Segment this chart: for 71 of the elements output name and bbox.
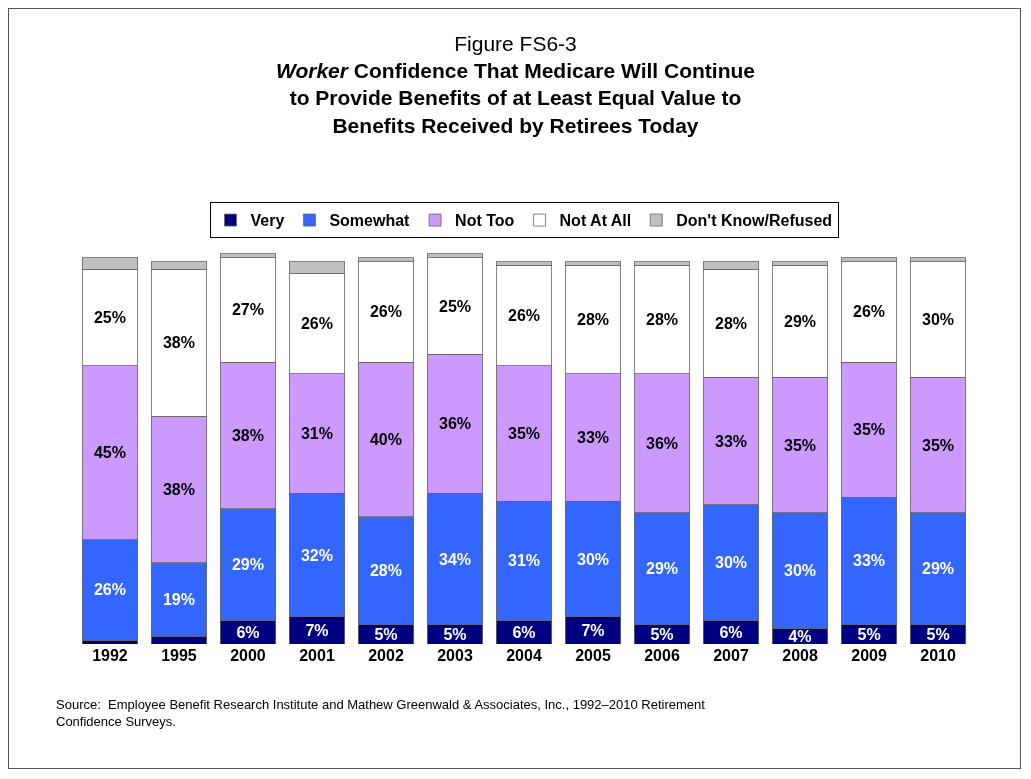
data-label: 26%: [507, 307, 541, 325]
legend-label: Somewhat: [329, 212, 411, 230]
source-note: Source: Employee Benefit Research Institute and Mathew Greenwald & Associates, Inc., 1992–2010 Retirement Confidence Surveys.: [56, 697, 706, 729]
data-label: 19%: [162, 591, 195, 609]
data-label: 45%: [93, 444, 126, 462]
x-tick-label: 2004: [506, 647, 542, 664]
data-label: 5%: [443, 625, 467, 643]
data-label: 27%: [231, 301, 264, 319]
x-tick-label: 2000: [230, 647, 266, 664]
chart-title: Figure FS6-3: [454, 31, 577, 55]
data-label: 6%: [236, 623, 260, 641]
data-label: 30%: [922, 311, 955, 329]
data-label: 38%: [162, 334, 195, 352]
data-label: 34%: [438, 550, 472, 568]
x-tick-label: 2008: [782, 647, 818, 664]
data-label: 35%: [922, 436, 955, 454]
x-tick-label: 2002: [368, 647, 404, 664]
x-tick-label: 2009: [851, 647, 887, 664]
x-tick-label: 1992: [92, 647, 128, 664]
data-label: 29%: [922, 560, 955, 578]
data-label: 5%: [650, 625, 674, 643]
data-label: 33%: [715, 432, 748, 450]
legend-label: Very: [250, 212, 285, 230]
data-label: 5%: [857, 625, 881, 643]
data-label: 5%: [374, 625, 398, 643]
legend-label: Not At All: [559, 212, 632, 230]
data-label: 33%: [853, 552, 886, 570]
data-label: 36%: [438, 415, 472, 433]
data-label: 29%: [231, 556, 264, 574]
x-tick-label: 2001: [299, 647, 335, 664]
legend-label: Not Too: [455, 212, 515, 230]
data-label: 26%: [369, 303, 402, 321]
data-label: 6%: [719, 623, 743, 641]
data-label: 29%: [784, 312, 817, 330]
data-label: 28%: [715, 314, 748, 332]
data-label: 31%: [300, 424, 333, 442]
data-label: 28%: [576, 311, 610, 329]
data-label: 7%: [581, 621, 605, 639]
data-label: 40%: [369, 430, 402, 448]
x-tick-label: 1995: [161, 647, 197, 664]
data-label: 35%: [507, 424, 541, 442]
data-label: 7%: [305, 621, 329, 639]
x-tick-label: 2010: [920, 647, 956, 664]
data-label: 28%: [369, 562, 402, 580]
data-label: 33%: [576, 428, 610, 446]
chart-subtitle: Worker Confidence That Medicare Will Continue to Provide Benefits of at Least Equal Value to Benefits Received by Retirees Today: [276, 58, 755, 137]
legend-label: Don't Know/Refused: [676, 212, 833, 230]
data-label: 4%: [788, 627, 812, 645]
x-tick-label: 2007: [713, 647, 749, 664]
data-label: 26%: [300, 314, 333, 332]
x-tick-label: 2006: [644, 647, 680, 664]
data-label: 25%: [438, 297, 472, 315]
data-label: 30%: [576, 550, 610, 568]
data-label: 29%: [646, 560, 679, 578]
data-label: 28%: [646, 311, 679, 329]
x-tick-label: 2005: [575, 647, 611, 664]
data-label: 26%: [93, 581, 126, 599]
data-label: 25%: [93, 309, 126, 327]
data-label: 30%: [715, 554, 748, 572]
data-label: 6%: [512, 623, 536, 641]
x-tick-label: 2003: [437, 647, 473, 664]
data-label: 35%: [853, 421, 886, 439]
data-label: 38%: [231, 426, 264, 444]
data-label: 36%: [646, 434, 679, 452]
data-label: 26%: [853, 303, 886, 321]
data-label: 30%: [784, 562, 817, 580]
data-label: 32%: [300, 546, 333, 564]
data-label: 38%: [162, 480, 195, 498]
data-label: 31%: [507, 552, 541, 570]
data-label: 35%: [784, 436, 817, 454]
data-label: 5%: [926, 625, 950, 643]
